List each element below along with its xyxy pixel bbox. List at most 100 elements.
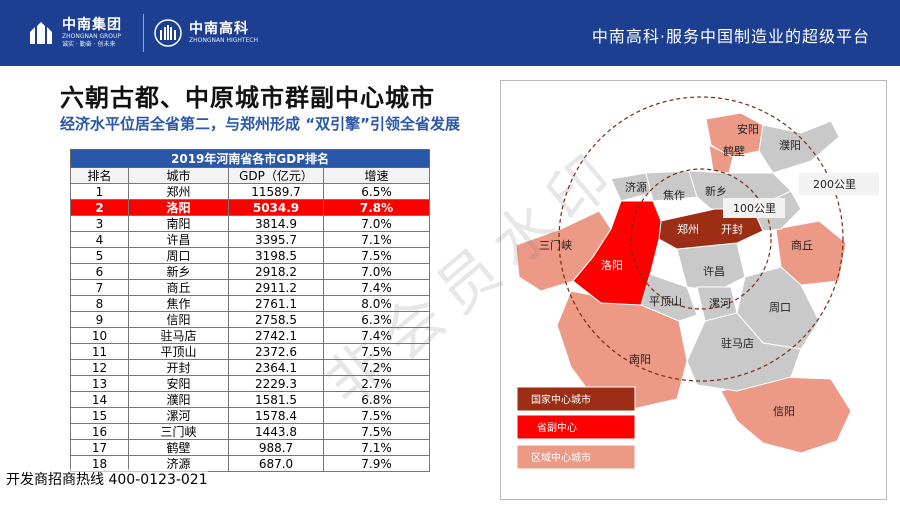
map-region-puyang	[758, 120, 840, 174]
hightech-logo-icon	[154, 19, 182, 47]
map-region-luoyang	[572, 200, 662, 306]
table-cell: 12	[70, 359, 129, 376]
hightech-logo-en: ZHONGNAN HIGHTECH	[189, 37, 259, 44]
table-cell: 687.0	[228, 455, 324, 472]
table-cell: 驻马店	[128, 327, 229, 344]
table-cell: 商丘	[128, 279, 229, 296]
table-body: 1 郑州 11589.7 6.5% 2 洛阳 5034.9 7.8% 3 南阳 3814.9 7.0%…	[70, 183, 431, 472]
legend-national-box	[516, 386, 636, 412]
table-cell: 10	[70, 327, 129, 344]
map-label-zhengzhou: 郑州	[677, 222, 699, 236]
table-cell: 7.4%	[322, 327, 431, 344]
table-cell: 濮阳	[128, 391, 229, 408]
ring-100-label: 100公里	[733, 202, 776, 215]
table-cell: 漯河	[128, 407, 229, 424]
table-row: 3 南阳 3814.9 7.0%	[70, 215, 431, 232]
table-row: 1 郑州 11589.7 6.5%	[70, 183, 431, 200]
table-cell: 6.8%	[322, 391, 431, 408]
table-cell: 1581.5	[228, 391, 324, 408]
map-label-luoyang: 洛阳	[601, 258, 623, 272]
table-cell: 3814.9	[228, 215, 324, 232]
table-cell: 新乡	[128, 263, 229, 280]
table-row: 13 安阳 2229.3 2.7%	[70, 375, 431, 392]
ring-200km	[558, 96, 844, 382]
legend-regional-label: 区域中心城市	[531, 451, 591, 464]
table-row: 8 焦作 2761.1 8.0%	[70, 295, 431, 312]
table-cell: 2	[70, 199, 129, 216]
table-cell: 7	[70, 279, 129, 296]
table-cell: 安阳	[128, 375, 229, 392]
table-cell: 7.0%	[322, 215, 431, 232]
map-label-anyang: 安阳	[737, 122, 759, 136]
table-cell: 13	[70, 375, 129, 392]
table-cell: 9	[70, 311, 129, 328]
table-cell: 洛阳	[128, 199, 229, 216]
table-cell: 三门峡	[128, 423, 229, 440]
table-cell: 7.9%	[322, 455, 431, 472]
legend-national-label: 国家中心城市	[531, 393, 591, 406]
table-cell: 7.5%	[322, 343, 431, 360]
map-region-xinyang	[720, 376, 852, 454]
table-row: 11 平顶山 2372.6 7.5%	[70, 343, 431, 360]
table-header-cell: 增速	[322, 167, 431, 184]
map-label-jiaozuo: 焦作	[663, 189, 685, 202]
table-cell: 南阳	[128, 215, 229, 232]
table-cell: 2742.1	[228, 327, 324, 344]
table-cell: 鹤壁	[128, 439, 229, 456]
table-cell: 3	[70, 215, 129, 232]
table-cell: 17	[70, 439, 129, 456]
group-logo-en: ZHONGNAN GROUP	[62, 33, 122, 40]
table-cell: 988.7	[228, 439, 324, 456]
table-cell: 1578.4	[228, 407, 324, 424]
logo-divider	[143, 14, 144, 52]
table-cell: 2758.5	[228, 311, 324, 328]
table-cell: 1443.8	[228, 423, 324, 440]
table-cell: 信阳	[128, 311, 229, 328]
group-logo-tag: 诚实 · 勤奋 · 创未来	[62, 41, 116, 48]
table-header-cell: GDP（亿元）	[228, 167, 324, 184]
table-cell: 7.5%	[322, 247, 431, 264]
map-label-xinyang: 信阳	[773, 405, 795, 418]
table-cell: 5	[70, 247, 129, 264]
table-row: 4 许昌 3395.7 7.1%	[70, 231, 431, 248]
table-row: 9 信阳 2758.5 6.3%	[70, 311, 431, 328]
table-cell: 3395.7	[228, 231, 324, 248]
table-cell: 2229.3	[228, 375, 324, 392]
table-row: 16 三门峡 1443.8 7.5%	[70, 423, 431, 440]
zhongnan-group-logo: 中南集团 ZHONGNAN GROUP 诚实 · 勤奋 · 创未来	[26, 14, 122, 52]
page-subtitle: 经济水平位居全省第二，与郑州形成 “双引擎”引领全省发展	[60, 115, 460, 133]
table-row: 2 洛阳 5034.9 7.8%	[70, 199, 431, 216]
ring-100-label-box	[723, 198, 785, 218]
table-row: 6 新乡 2918.2 7.0%	[70, 263, 431, 280]
table-caption: 2019年河南省各市GDP排名	[69, 149, 431, 168]
group-logo-icon	[30, 22, 52, 44]
table-cell: 15	[70, 407, 129, 424]
map-region-zhengzhou-kaifeng	[658, 208, 764, 250]
table-row: 10 驻马店 2742.1 7.4%	[70, 327, 431, 344]
table-cell: 14	[70, 391, 129, 408]
table-cell: 7.5%	[322, 407, 431, 424]
table-cell: 7.1%	[322, 439, 431, 456]
table-cell: 6	[70, 263, 129, 280]
map-label-zhumadian: 驻马店	[721, 336, 754, 350]
table-cell: 济源	[128, 455, 229, 472]
table-cell: 7.2%	[322, 359, 431, 376]
table-row: 14 濮阳 1581.5 6.8%	[70, 391, 431, 408]
table-row: 12 开封 2364.1 7.2%	[70, 359, 431, 376]
table-cell: 2918.2	[228, 263, 324, 280]
ring-100km	[630, 168, 772, 310]
legend-sub-label: 省副中心	[537, 421, 577, 434]
table-cell: 5034.9	[228, 199, 324, 216]
table-cell: 开封	[128, 359, 229, 376]
table-cell: 7.0%	[322, 263, 431, 280]
table-cell: 3198.5	[228, 247, 324, 264]
henan-map: 200公里 100公里 安阳 鹤壁 濮阳 济源 焦作 新乡 三门峡 洛阳 郑州 …	[515, 96, 879, 470]
table-cell: 8.0%	[322, 295, 431, 312]
table-row: 7 商丘 2911.2 7.4%	[70, 279, 431, 296]
table-cell: 2911.2	[228, 279, 324, 296]
hotline-text: 开发商招商热线 400-0123-021	[6, 469, 208, 489]
table-cell: 7.4%	[322, 279, 431, 296]
table-cell: 4	[70, 231, 129, 248]
map-label-luohe: 漯河	[709, 297, 731, 310]
map-label-xuchang: 许昌	[703, 265, 725, 278]
